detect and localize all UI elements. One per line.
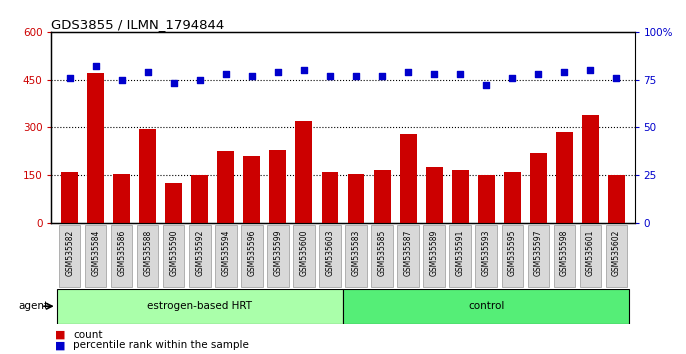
Text: GSM535599: GSM535599 [274, 230, 283, 276]
Text: GSM535594: GSM535594 [222, 230, 230, 276]
Text: ■: ■ [55, 330, 65, 339]
Text: GSM535603: GSM535603 [325, 230, 335, 276]
Text: GSM535597: GSM535597 [534, 230, 543, 276]
FancyBboxPatch shape [606, 225, 627, 287]
Bar [322, 172, 338, 223]
Text: agent: agent [18, 301, 48, 311]
Text: GSM535593: GSM535593 [482, 230, 490, 276]
Text: GSM535600: GSM535600 [300, 230, 309, 276]
Point [611, 75, 622, 81]
Bar [191, 175, 209, 223]
FancyBboxPatch shape [137, 225, 158, 287]
FancyBboxPatch shape [580, 225, 601, 287]
Text: GSM535591: GSM535591 [456, 230, 464, 276]
FancyBboxPatch shape [111, 225, 132, 287]
Text: GSM535602: GSM535602 [612, 230, 621, 276]
FancyBboxPatch shape [475, 225, 497, 287]
Point [559, 69, 570, 75]
FancyBboxPatch shape [423, 225, 445, 287]
Text: GSM535582: GSM535582 [65, 230, 74, 276]
Text: control: control [468, 301, 504, 311]
Point [142, 69, 153, 75]
Bar [477, 175, 495, 223]
Bar [244, 156, 261, 223]
Bar [348, 174, 364, 223]
Point [584, 67, 595, 73]
Point [298, 67, 309, 73]
Bar [270, 150, 286, 223]
Point [351, 73, 362, 79]
Bar [608, 175, 625, 223]
Point [324, 73, 335, 79]
Point [246, 73, 257, 79]
Text: estrogen-based HRT: estrogen-based HRT [147, 301, 252, 311]
Point [455, 71, 466, 77]
Text: GDS3855 / ILMN_1794844: GDS3855 / ILMN_1794844 [51, 18, 225, 31]
FancyBboxPatch shape [163, 225, 185, 287]
FancyBboxPatch shape [189, 225, 211, 287]
Bar [139, 129, 156, 223]
Bar [504, 172, 521, 223]
Text: GSM535595: GSM535595 [508, 230, 517, 276]
Bar [343, 289, 629, 324]
Text: count: count [73, 330, 103, 339]
Point [403, 69, 414, 75]
Point [507, 75, 518, 81]
FancyBboxPatch shape [319, 225, 341, 287]
Bar [425, 167, 442, 223]
Bar [217, 152, 235, 223]
Bar [374, 171, 390, 223]
FancyBboxPatch shape [294, 225, 315, 287]
Text: GSM535590: GSM535590 [169, 230, 178, 276]
FancyBboxPatch shape [528, 225, 549, 287]
Text: GSM535587: GSM535587 [403, 230, 412, 276]
Text: GSM535589: GSM535589 [429, 230, 438, 276]
Bar [296, 121, 312, 223]
Point [220, 71, 231, 77]
FancyBboxPatch shape [397, 225, 418, 287]
Bar [61, 172, 78, 223]
FancyBboxPatch shape [59, 225, 80, 287]
Point [91, 63, 102, 69]
Point [272, 69, 283, 75]
Text: GSM535596: GSM535596 [248, 230, 257, 276]
FancyBboxPatch shape [501, 225, 523, 287]
Text: GSM535583: GSM535583 [351, 230, 361, 276]
Point [377, 73, 388, 79]
Point [168, 81, 179, 86]
Point [64, 75, 75, 81]
Bar [582, 115, 599, 223]
Bar [165, 183, 182, 223]
FancyBboxPatch shape [345, 225, 367, 287]
Text: GSM535592: GSM535592 [196, 230, 204, 276]
FancyBboxPatch shape [268, 225, 289, 287]
Bar [400, 134, 416, 223]
Text: GSM535585: GSM535585 [377, 230, 386, 276]
Bar [57, 289, 343, 324]
Text: GSM535588: GSM535588 [143, 230, 152, 276]
FancyBboxPatch shape [371, 225, 392, 287]
Text: percentile rank within the sample: percentile rank within the sample [73, 340, 249, 350]
Text: GSM535601: GSM535601 [586, 230, 595, 276]
Point [429, 71, 440, 77]
FancyBboxPatch shape [85, 225, 106, 287]
Bar [113, 174, 130, 223]
Text: GSM535598: GSM535598 [560, 230, 569, 276]
Bar [530, 153, 547, 223]
Bar [451, 171, 469, 223]
Point [533, 71, 544, 77]
FancyBboxPatch shape [449, 225, 471, 287]
Point [481, 82, 492, 88]
Text: GSM535584: GSM535584 [91, 230, 100, 276]
Point [116, 77, 127, 82]
FancyBboxPatch shape [241, 225, 263, 287]
FancyBboxPatch shape [215, 225, 237, 287]
Bar [556, 132, 573, 223]
Point [194, 77, 205, 82]
Text: GSM535586: GSM535586 [117, 230, 126, 276]
FancyBboxPatch shape [554, 225, 575, 287]
Text: ■: ■ [55, 340, 65, 350]
Bar [87, 73, 104, 223]
